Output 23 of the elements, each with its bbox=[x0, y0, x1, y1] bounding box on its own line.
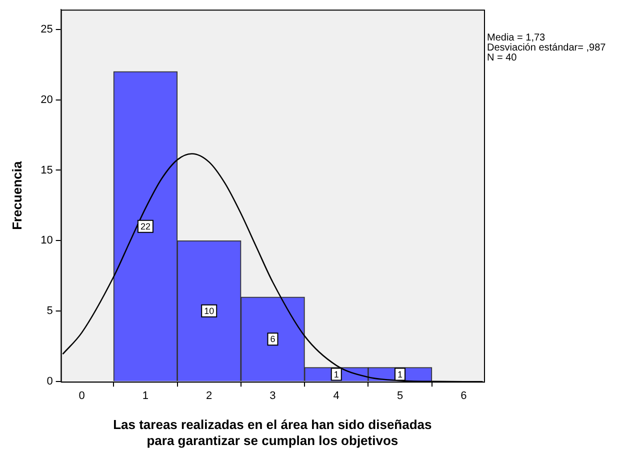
data-label: 10 bbox=[204, 306, 214, 316]
x-tick-label: 0 bbox=[78, 390, 85, 402]
x-tick-label: 3 bbox=[270, 390, 276, 402]
text: Desviación estándar= ,987 bbox=[487, 42, 606, 54]
x-axis-title: Las tareas realizadas en el área han sido diseñadas para garantizar se cumplan los objetivos bbox=[113, 417, 432, 448]
text: N = 40 bbox=[487, 52, 518, 64]
y-tick-label: 0 bbox=[46, 376, 53, 388]
text: Media = 1,73 bbox=[487, 32, 546, 44]
y-tick-label: 5 bbox=[46, 305, 53, 318]
data-label: 6 bbox=[270, 334, 276, 344]
x-tick-label: 5 bbox=[396, 390, 404, 402]
x-tick-label: 6 bbox=[460, 390, 467, 402]
data-label: 1 bbox=[397, 369, 403, 380]
data-label: 22 bbox=[140, 221, 150, 232]
y-axis-title: Frecuencia bbox=[9, 160, 24, 230]
data-label: 1 bbox=[334, 369, 339, 380]
y-tick-label: 15 bbox=[40, 164, 53, 176]
y-tick-label: 10 bbox=[40, 234, 53, 247]
y-tick-label: 25 bbox=[40, 23, 53, 36]
x-tick-label: 4 bbox=[333, 390, 340, 402]
y-tick-label: 20 bbox=[40, 94, 53, 106]
x-tick-label: 2 bbox=[206, 390, 212, 402]
x-tick-label: 1 bbox=[142, 390, 149, 402]
